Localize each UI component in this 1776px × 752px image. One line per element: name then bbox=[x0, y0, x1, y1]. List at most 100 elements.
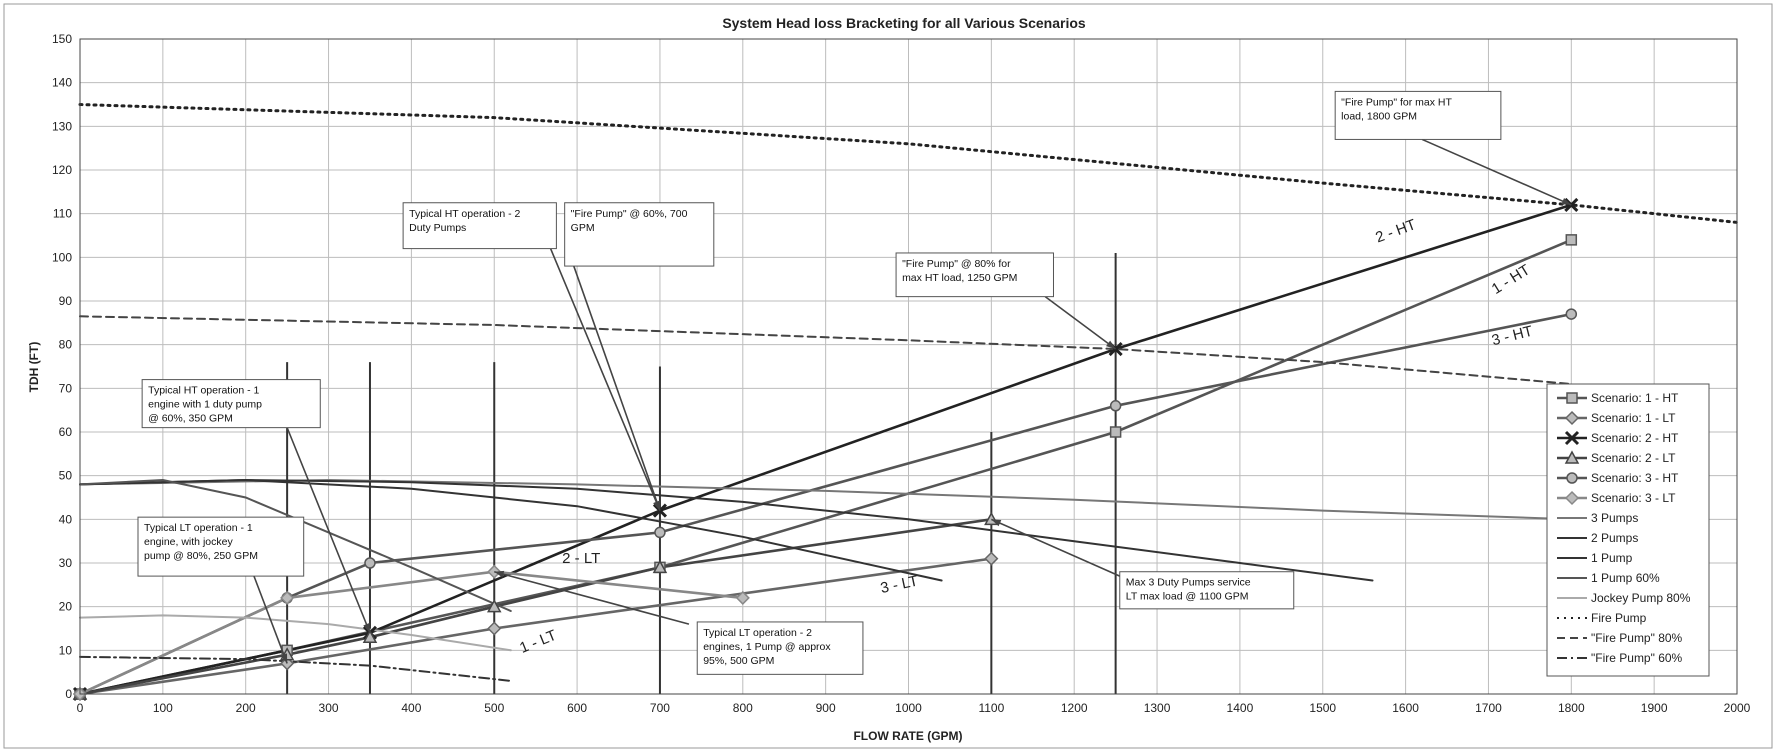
y-tick-label: 80 bbox=[59, 338, 73, 352]
annotation-box bbox=[1334, 90, 1502, 140]
y-tick-label: 110 bbox=[53, 207, 72, 221]
y-tick-label: 40 bbox=[59, 512, 73, 526]
legend-label: Fire Pump bbox=[1591, 611, 1647, 625]
y-tick-label: 30 bbox=[59, 556, 73, 570]
legend-box bbox=[1546, 383, 1710, 677]
x-tick-label: 100 bbox=[153, 701, 173, 715]
series-scenario-3-lt bbox=[78, 570, 745, 696]
plot-area bbox=[79, 38, 1738, 695]
legend-entry-fire-pump: Fire Pump bbox=[1557, 611, 1647, 625]
annotation-arrowhead bbox=[653, 500, 661, 511]
legend-entry-scenario-1-lt: Scenario: 1 - LT bbox=[1557, 410, 1676, 426]
annotation-text: Max 3 Duty Pumps service bbox=[1126, 577, 1251, 589]
point-scenario-3-ht bbox=[1565, 308, 1578, 320]
annotation-box bbox=[895, 252, 1054, 298]
annotation-arrow bbox=[1421, 138, 1572, 206]
inline-label: 2 - LT bbox=[562, 550, 600, 567]
y-tick-label: 150 bbox=[52, 32, 72, 46]
y-tick-label: 0 bbox=[65, 687, 72, 701]
annotation-text: engine with 1 duty pump bbox=[148, 399, 262, 411]
y-tick-label: 10 bbox=[59, 643, 73, 657]
annotation-text: max HT load, 1250 GPM bbox=[902, 272, 1017, 284]
x-tick-label: 300 bbox=[319, 701, 339, 715]
y-tick-label: 60 bbox=[59, 425, 73, 439]
annotation-text: pump @ 80%, 250 GPM bbox=[144, 550, 258, 562]
legend-label: Scenario: 1 - HT bbox=[1591, 391, 1679, 405]
annotation-text: LT max load @ 1100 GPM bbox=[1126, 591, 1249, 603]
y-tick-label: 130 bbox=[52, 119, 72, 133]
x-tick-label: 1800 bbox=[1558, 701, 1585, 715]
legend-label: Jockey Pump 80% bbox=[1591, 591, 1691, 605]
point-scenario-2-lt bbox=[652, 559, 668, 574]
series-fire-pump bbox=[78, 103, 1739, 224]
annotation-arrowhead bbox=[363, 622, 370, 633]
y-tick-label: 50 bbox=[59, 469, 73, 483]
legend-marker bbox=[1564, 490, 1580, 506]
annotation-arrow bbox=[1044, 295, 1117, 350]
x-tick-label: 500 bbox=[484, 701, 504, 715]
chart-title: System Head loss Bracketing for all Vari… bbox=[722, 15, 1086, 31]
annotation-text: "Fire Pump" for max HT bbox=[1341, 96, 1452, 108]
annotation-arrowhead bbox=[991, 519, 1002, 527]
legend-label: Scenario: 2 - LT bbox=[1591, 451, 1676, 465]
annotation-text: Typical HT operation - 1 bbox=[148, 385, 259, 397]
x-tick-label: 2000 bbox=[1724, 701, 1751, 715]
x-tick-label: 400 bbox=[401, 701, 421, 715]
legend-label: 3 Pumps bbox=[1591, 511, 1638, 525]
y-tick-label: 70 bbox=[59, 381, 73, 395]
annotation: "Fire Pump" @ 80% for max HT load, 1250 G… bbox=[895, 252, 1117, 350]
annotation-arrow bbox=[286, 427, 371, 634]
legend-label: Scenario: 3 - LT bbox=[1591, 491, 1676, 505]
legend-label: Scenario: 3 - HT bbox=[1591, 471, 1679, 485]
y-tick-label: 120 bbox=[52, 163, 72, 177]
point-scenario-2-lt bbox=[362, 629, 378, 643]
x-tick-label: 1200 bbox=[1061, 701, 1088, 715]
y-tick-label: 90 bbox=[59, 294, 73, 308]
x-tick-label: 1900 bbox=[1641, 701, 1668, 715]
x-axis-title: FLOW RATE (GPM) bbox=[853, 729, 962, 743]
annotation-arrow bbox=[494, 570, 690, 625]
point-scenario-1-lt bbox=[984, 551, 999, 566]
x-tick-label: 700 bbox=[650, 701, 670, 715]
point-scenario-3-ht bbox=[654, 526, 666, 539]
legend-marker bbox=[1564, 450, 1580, 464]
legend-label: "Fire Pump" 80% bbox=[1591, 631, 1683, 645]
legend-entry-1-pump-60: 1 Pump 60% bbox=[1557, 571, 1660, 585]
series-2-pumps bbox=[79, 478, 1374, 582]
legend-marker bbox=[1564, 410, 1580, 426]
series-fire-pump-80 bbox=[79, 315, 1573, 385]
x-tick-label: 1000 bbox=[895, 701, 922, 715]
point-scenario-3-ht bbox=[1109, 400, 1122, 412]
x-tick-label: 900 bbox=[816, 701, 836, 715]
annotation-arrow bbox=[991, 518, 1121, 577]
annotation-box bbox=[402, 202, 557, 250]
legend-entry-scenario-2-lt: Scenario: 2 - LT bbox=[1557, 450, 1676, 465]
y-tick-label: 100 bbox=[52, 250, 72, 264]
annotation-arrow bbox=[549, 248, 661, 511]
annotation-text: @ 60%, 350 GPM bbox=[148, 413, 233, 425]
legend-entry-2-pumps: 2 Pumps bbox=[1557, 531, 1638, 545]
annotation-box bbox=[564, 202, 715, 267]
point-scenario-1-ht bbox=[1109, 426, 1122, 438]
annotation: Typical HT operation - 1 engine with 1 du… bbox=[141, 379, 371, 634]
annotations: "Fire Pump" for max HT load, 1800 GPM Typi… bbox=[137, 90, 1572, 675]
legend-label: 1 Pump 60% bbox=[1591, 571, 1660, 585]
legend-marker bbox=[1566, 472, 1578, 484]
annotation-text: "Fire Pump" @ 80% for bbox=[902, 258, 1011, 270]
legend-label: "Fire Pump" 60% bbox=[1591, 651, 1683, 665]
annotation: Max 3 Duty Pumps service LT max load @ 11… bbox=[991, 518, 1295, 610]
y-tick-label: 140 bbox=[52, 76, 72, 90]
chart-frame bbox=[3, 3, 1773, 749]
x-tick-label: 1500 bbox=[1309, 701, 1336, 715]
legend-entry-1-pump: 1 Pump bbox=[1557, 551, 1633, 565]
y-axis-title: TDH (FT) bbox=[27, 342, 41, 393]
legend-label: Scenario: 2 - HT bbox=[1591, 431, 1679, 445]
legend-entry-3-pumps: 3 Pumps bbox=[1557, 511, 1638, 525]
annotation-arrowhead bbox=[280, 653, 288, 664]
legend-entry-scenario-2-ht: Scenario: 2 - HT bbox=[1557, 430, 1679, 446]
annotation-text: Typical HT operation - 2 bbox=[409, 208, 520, 220]
x-tick-label: 600 bbox=[567, 701, 587, 715]
x-tick-label: 1600 bbox=[1392, 701, 1419, 715]
series-jockey-pump-80 bbox=[79, 614, 512, 652]
